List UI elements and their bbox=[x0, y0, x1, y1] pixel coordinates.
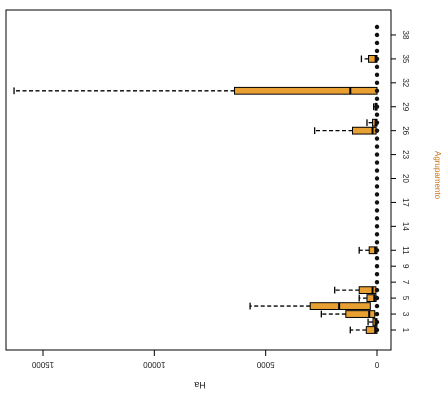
zero-point bbox=[374, 104, 380, 109]
zero-point bbox=[374, 112, 380, 117]
zero-point bbox=[374, 24, 380, 30]
zero-point bbox=[374, 240, 380, 245]
zero-point bbox=[374, 271, 380, 277]
box-bar bbox=[345, 310, 376, 318]
y-tick-label: 23 bbox=[401, 150, 410, 159]
zero-point bbox=[374, 152, 380, 157]
y-tick-label: 26 bbox=[401, 126, 410, 135]
zero-point bbox=[374, 295, 380, 301]
box-bar bbox=[233, 86, 378, 95]
zero-point bbox=[374, 88, 380, 93]
y-axis-label: Agrupamento bbox=[433, 151, 442, 200]
x-axis: 0 5000 10000 15000 bbox=[31, 350, 379, 369]
zero-point bbox=[374, 224, 380, 229]
plot-frame bbox=[5, 9, 392, 351]
y-tick-label: 32 bbox=[401, 78, 410, 87]
zero-point bbox=[374, 311, 380, 317]
y-tick-label: 29 bbox=[401, 102, 410, 111]
zero-point bbox=[374, 327, 380, 333]
zero-point bbox=[374, 176, 380, 181]
zero-point bbox=[374, 144, 380, 149]
y-tick-label: 5 bbox=[401, 296, 410, 301]
zero-point bbox=[374, 256, 380, 261]
zero-point bbox=[374, 168, 380, 173]
zero-point bbox=[374, 279, 380, 285]
y-tick-label: 17 bbox=[401, 198, 410, 207]
x-tick-label: 15000 bbox=[31, 360, 54, 369]
zero-point bbox=[374, 120, 380, 125]
y-tick-label: 9 bbox=[401, 264, 410, 269]
zero-point bbox=[374, 216, 380, 221]
zero-point bbox=[374, 136, 380, 141]
zero-point bbox=[374, 264, 380, 269]
y-tick-label: 1 bbox=[401, 328, 410, 333]
zero-point bbox=[374, 287, 380, 293]
y-tick-label: 38 bbox=[401, 31, 410, 40]
x-tick-label: 10000 bbox=[143, 360, 166, 369]
y-tick-label: 14 bbox=[401, 222, 410, 231]
box-bar bbox=[309, 302, 371, 310]
zero-point bbox=[374, 192, 380, 197]
zero-point bbox=[374, 96, 380, 101]
zero-point bbox=[374, 32, 380, 38]
y-tick-label: 20 bbox=[401, 174, 410, 183]
zero-point bbox=[374, 56, 380, 62]
zero-point bbox=[374, 48, 380, 54]
x-tick-label: 5000 bbox=[256, 360, 274, 369]
zero-point bbox=[374, 160, 380, 165]
y-tick-label: 11 bbox=[401, 246, 410, 255]
zero-point bbox=[374, 128, 380, 133]
zero-point bbox=[374, 319, 380, 325]
zero-point bbox=[374, 248, 380, 253]
boxes-layer bbox=[13, 24, 380, 334]
x-tick-label: 0 bbox=[374, 360, 379, 369]
zero-point bbox=[374, 232, 380, 237]
y-tick-label: 35 bbox=[401, 54, 410, 63]
zero-point bbox=[374, 208, 380, 213]
y-tick-label: 3 bbox=[401, 312, 410, 317]
zero-point bbox=[374, 64, 380, 70]
zero-point bbox=[374, 72, 380, 78]
x-axis-label: Ha bbox=[194, 380, 206, 390]
y-tick-label: 7 bbox=[401, 280, 410, 285]
zero-point bbox=[374, 80, 380, 86]
zero-point bbox=[374, 40, 380, 46]
zero-point bbox=[374, 200, 380, 205]
zero-point bbox=[374, 303, 380, 309]
zero-point bbox=[374, 184, 380, 189]
